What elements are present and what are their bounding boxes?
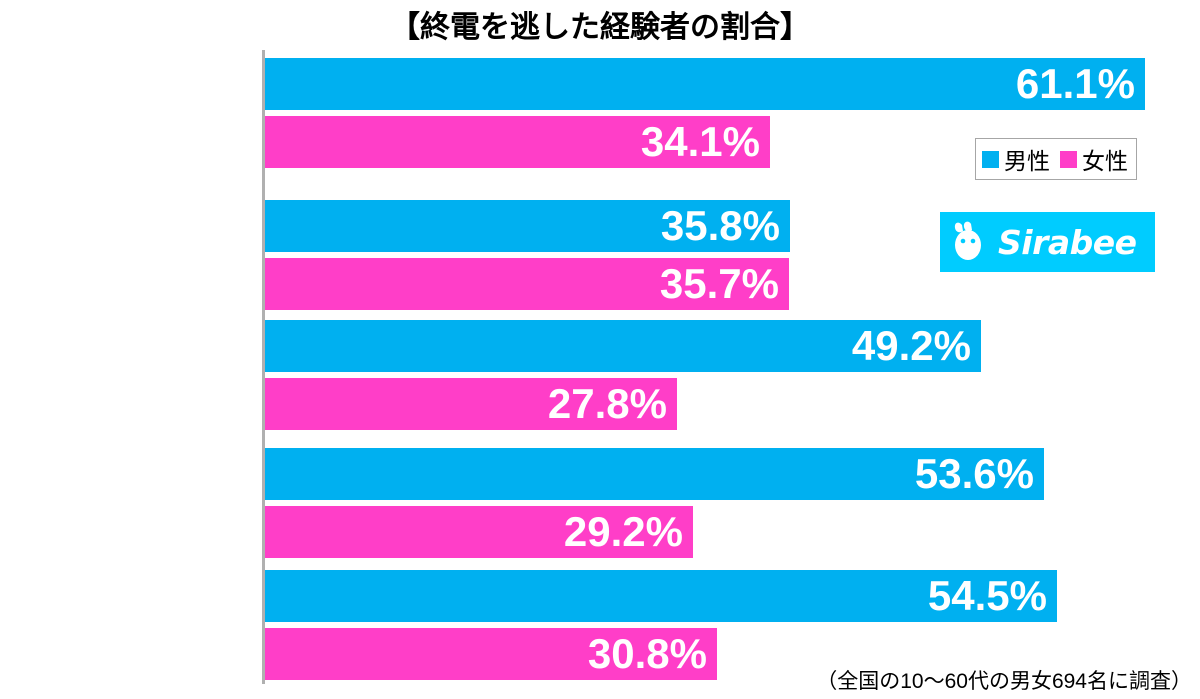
bar-group: 50代 53.6% 29.2%	[0, 448, 1044, 572]
bar-value-label: 35.7%	[659, 260, 779, 307]
bar-group: 40代 49.2% 27.8%	[0, 320, 981, 444]
bar-value-label: 53.6%	[914, 450, 1034, 497]
legend-label-female: 女性	[1082, 148, 1128, 174]
sirabee-logo-text: Sirabee	[998, 222, 1137, 262]
bar-female[interactable]: 27.8%	[265, 378, 677, 430]
legend-swatch-female-icon	[1060, 150, 1077, 168]
bar-female[interactable]: 29.2%	[265, 506, 693, 558]
bar-male[interactable]: 61.1%	[265, 58, 1145, 110]
chart-title: 【終電を逃した経験者の割合】	[390, 11, 810, 44]
legend-swatch-male-icon	[982, 150, 999, 168]
bar-value-label: 54.5%	[927, 572, 1047, 619]
sirabee-logo: Sirabee	[940, 212, 1155, 272]
bar-male[interactable]: 35.8%	[265, 200, 790, 252]
bar-value-label: 30.8%	[587, 630, 707, 677]
bar-group: 60代 54.5% 30.8%	[0, 560, 1057, 684]
bar-male[interactable]: 54.5%	[265, 570, 1057, 622]
bar-value-label: 35.8%	[660, 202, 780, 249]
bar-male[interactable]: 49.2%	[265, 320, 981, 372]
legend: 男性 女性	[975, 138, 1137, 180]
rabbit-mark-icon	[952, 221, 990, 263]
bar-value-label: 49.2%	[851, 322, 971, 369]
legend-item-female[interactable]: 女性	[1060, 142, 1128, 176]
value-axis-line	[262, 50, 265, 684]
bar-female[interactable]: 35.7%	[265, 258, 789, 310]
bar-value-label: 34.1%	[640, 118, 760, 165]
bar-group: 30代 35.8% 35.7%	[0, 192, 900, 316]
bar-female[interactable]: 30.8%	[265, 628, 717, 680]
bar-group: 10-20代 61.1% 34.1%	[0, 50, 1145, 174]
bar-female[interactable]: 34.1%	[265, 116, 770, 168]
survey-footnote: （全国の10〜60代の男女694名に調査）	[816, 670, 1192, 693]
legend-label-male: 男性	[1004, 148, 1050, 174]
bar-male[interactable]: 53.6%	[265, 448, 1044, 500]
legend-item-male[interactable]: 男性	[982, 142, 1050, 176]
bar-value-label: 61.1%	[1015, 60, 1135, 107]
bar-value-label: 27.8%	[547, 380, 667, 427]
bar-value-label: 29.2%	[563, 508, 683, 555]
